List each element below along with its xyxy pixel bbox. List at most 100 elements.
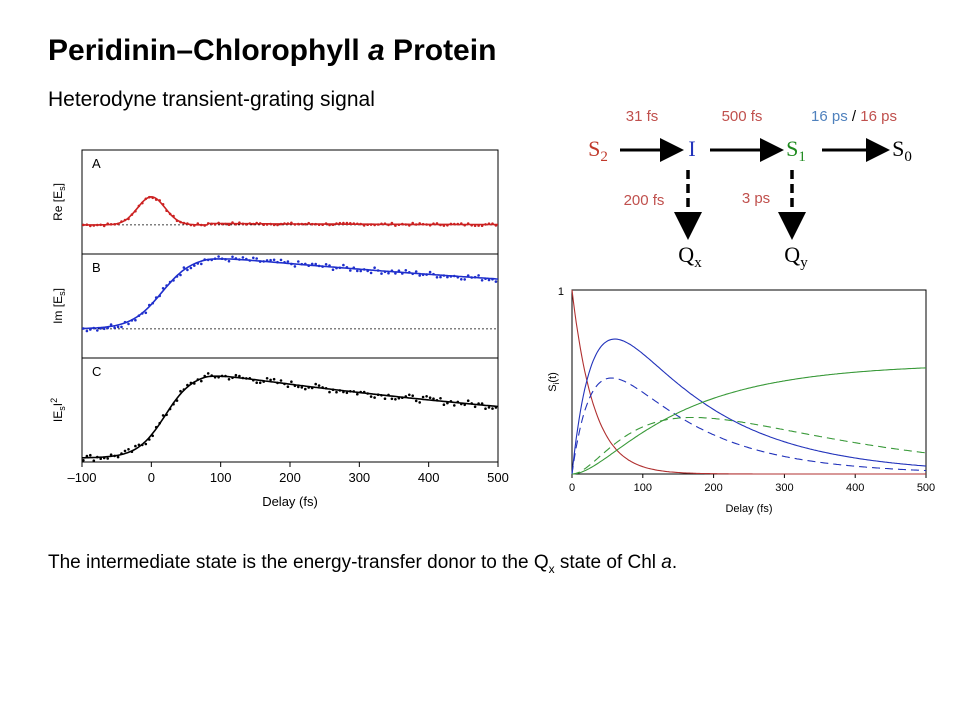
data-point xyxy=(345,266,349,269)
data-point xyxy=(317,223,321,226)
data-point xyxy=(113,223,116,226)
data-point xyxy=(342,390,345,394)
data-point xyxy=(265,223,269,226)
data-point xyxy=(283,222,286,225)
data-point xyxy=(338,266,342,270)
data-point xyxy=(453,222,456,226)
data-point xyxy=(241,376,245,380)
data-point xyxy=(290,221,293,225)
data-point xyxy=(82,459,85,462)
data-point xyxy=(352,390,356,393)
data-point xyxy=(258,222,262,225)
data-point xyxy=(269,378,272,382)
data-point xyxy=(317,264,321,268)
data-point xyxy=(324,263,328,266)
data-point xyxy=(206,258,210,262)
data-point xyxy=(238,221,241,224)
state-qx: Qx xyxy=(678,242,702,271)
series-line-i-solid xyxy=(571,338,927,475)
data-point xyxy=(494,406,498,409)
data-point xyxy=(404,223,408,226)
data-point xyxy=(414,270,418,273)
data-point xyxy=(217,376,220,379)
data-point xyxy=(245,223,248,226)
data-point xyxy=(304,387,307,391)
data-point xyxy=(161,414,165,417)
data-point xyxy=(265,259,269,262)
data-point xyxy=(193,382,196,385)
data-point xyxy=(411,221,415,225)
data-point xyxy=(217,255,220,258)
data-point xyxy=(300,222,304,226)
state-s0-main: S xyxy=(892,136,904,161)
data-point xyxy=(130,450,134,454)
data-point xyxy=(99,457,102,461)
data-point xyxy=(321,265,324,268)
data-point xyxy=(397,396,401,400)
data-point xyxy=(345,391,349,395)
data-point xyxy=(359,269,363,273)
data-point xyxy=(390,221,394,225)
panel-letter-c: C xyxy=(92,364,101,379)
x-tick-label: 500 xyxy=(487,470,509,485)
data-point xyxy=(220,222,224,226)
data-point xyxy=(484,277,487,280)
data-point xyxy=(425,395,428,398)
x-tick-label: 400 xyxy=(846,482,864,494)
data-point xyxy=(463,223,467,227)
data-point xyxy=(428,270,432,274)
x-tick-label: 400 xyxy=(418,470,440,485)
data-point xyxy=(154,198,158,201)
data-point xyxy=(92,326,96,330)
data-point xyxy=(418,222,422,225)
data-point xyxy=(220,257,224,260)
data-point xyxy=(283,261,286,264)
data-point xyxy=(373,223,376,227)
data-point xyxy=(213,257,217,260)
data-point xyxy=(335,266,338,270)
data-point xyxy=(480,279,484,282)
data-point xyxy=(238,374,241,378)
data-point xyxy=(165,284,168,287)
data-point xyxy=(165,413,168,417)
data-point xyxy=(134,209,137,213)
rate-i-s1: 500 fs xyxy=(722,108,763,125)
data-point xyxy=(85,223,89,226)
data-point xyxy=(99,327,102,330)
data-point xyxy=(366,223,370,226)
data-point xyxy=(494,224,498,227)
data-point xyxy=(203,224,206,227)
data-point xyxy=(127,217,130,221)
data-point xyxy=(220,374,224,378)
data-point xyxy=(480,402,484,405)
state-i: I xyxy=(688,136,695,161)
data-point xyxy=(300,386,304,389)
data-point xyxy=(293,384,297,388)
data-point xyxy=(96,329,99,332)
data-point xyxy=(404,269,408,272)
data-point xyxy=(272,223,276,227)
title-part-3: Protein xyxy=(384,34,497,67)
data-point xyxy=(109,323,113,326)
x-tick-label: 500 xyxy=(917,482,935,494)
data-point xyxy=(85,329,89,333)
data-point xyxy=(387,393,390,397)
panel-ylabel-c: IEsI2 xyxy=(49,398,67,422)
data-point xyxy=(466,399,470,403)
data-point xyxy=(414,399,418,403)
data-point xyxy=(113,454,116,458)
data-point xyxy=(286,260,290,263)
data-point xyxy=(109,223,113,226)
x-tick-label: 0 xyxy=(569,482,575,494)
data-point xyxy=(307,386,311,389)
data-point xyxy=(99,223,102,227)
x-tick-label: 300 xyxy=(775,482,793,494)
footer-part-5: . xyxy=(671,552,678,573)
data-point xyxy=(189,223,193,227)
data-point xyxy=(113,326,116,330)
data-point xyxy=(491,278,494,281)
data-point xyxy=(304,262,307,266)
data-point xyxy=(401,222,404,226)
slide-subtitle: Heterodyne transient-grating signal xyxy=(48,88,375,111)
data-point xyxy=(279,222,283,226)
